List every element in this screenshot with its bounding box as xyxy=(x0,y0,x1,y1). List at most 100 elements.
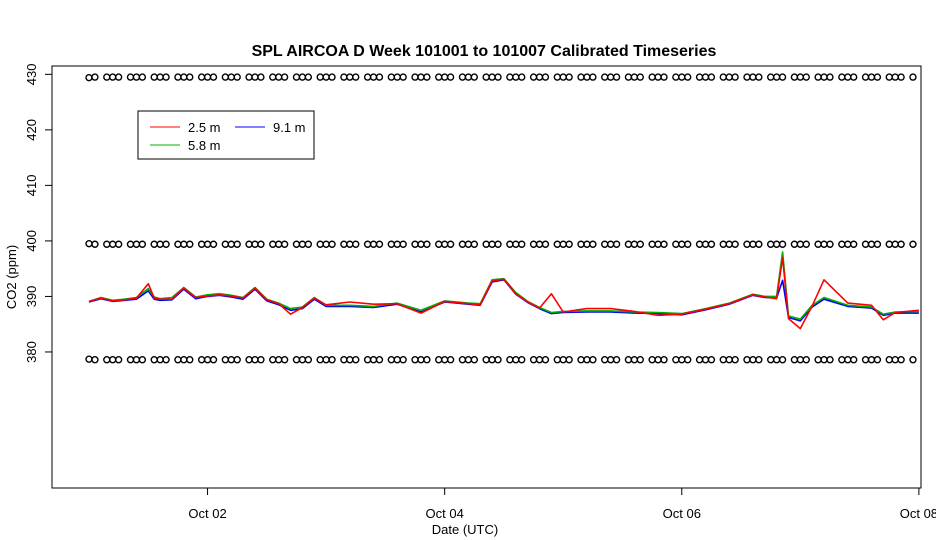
point-cal-380 xyxy=(369,356,378,364)
point-cal-430 xyxy=(766,73,775,81)
point-cal-380 xyxy=(897,356,905,364)
plot-frame xyxy=(51,65,922,489)
point-cal-430 xyxy=(512,73,520,81)
point-cal-400 xyxy=(233,240,241,248)
point-cal-400 xyxy=(695,240,704,248)
point-cal-400 xyxy=(541,240,550,248)
point-cal-430 xyxy=(867,73,876,81)
x-tick-label: Oct 06 xyxy=(663,506,701,521)
legend: 2.5 m 5.8 m 9.1 m xyxy=(137,110,315,160)
point-cal-430 xyxy=(488,73,496,81)
point-cal-380 xyxy=(138,356,147,364)
point-cal-400 xyxy=(304,240,313,248)
y-tick-label: 390 xyxy=(24,286,39,308)
point-cal-380 xyxy=(506,356,514,364)
point-cal-400 xyxy=(909,240,917,248)
legend-box xyxy=(137,110,315,160)
point-cal-380 xyxy=(316,356,324,364)
point-cal-400 xyxy=(755,240,763,248)
point-cal-430 xyxy=(114,73,123,81)
point-cal-400 xyxy=(245,240,253,248)
point-cal-400 xyxy=(766,240,775,248)
point-cal-400 xyxy=(731,240,739,248)
point-cal-380 xyxy=(440,356,449,364)
point-cal-430 xyxy=(363,73,372,81)
point-cal-380 xyxy=(464,356,473,364)
point-cal-430 xyxy=(684,73,692,81)
point-cal-400 xyxy=(446,240,455,248)
chart-title: SPL AIRCOA D Week 101001 to 101007 Calib… xyxy=(252,43,717,60)
point-cal-380 xyxy=(512,356,520,364)
point-cal-400 xyxy=(417,240,425,248)
point-cal-380 xyxy=(624,356,633,364)
point-cal-430 xyxy=(470,73,479,81)
point-cal-380 xyxy=(103,356,111,364)
point-cal-380 xyxy=(274,356,283,364)
point-cal-400 xyxy=(352,240,360,248)
point-cal-380 xyxy=(636,356,644,364)
point-cal-380 xyxy=(589,356,597,364)
point-cal-380 xyxy=(766,356,775,364)
point-cal-400 xyxy=(280,240,289,248)
point-cal-400 xyxy=(826,240,834,248)
point-cal-380 xyxy=(298,356,307,364)
point-cal-380 xyxy=(559,356,567,364)
point-cal-430 xyxy=(417,73,425,81)
point-cal-400 xyxy=(725,240,733,248)
point-cal-430 xyxy=(743,73,751,81)
point-cal-400 xyxy=(559,240,567,248)
point-cal-400 xyxy=(820,240,828,248)
point-cal-400 xyxy=(292,240,301,248)
point-cal-400 xyxy=(606,240,615,248)
point-cal-430 xyxy=(814,73,822,81)
point-cal-400 xyxy=(162,240,170,248)
point-cal-400 xyxy=(103,240,111,248)
point-cal-430 xyxy=(375,73,384,81)
point-cal-400 xyxy=(838,240,846,248)
point-cal-380 xyxy=(749,356,757,364)
point-cal-400 xyxy=(346,240,354,248)
point-cal-400 xyxy=(399,240,407,248)
point-cal-380 xyxy=(684,356,692,364)
point-cal-400 xyxy=(109,240,117,248)
point-cal-400 xyxy=(375,240,384,248)
point-cal-400 xyxy=(186,240,194,248)
x-axis: Oct 02 Oct 04 Oct 06 Oct 08 xyxy=(188,488,936,521)
point-cal-400 xyxy=(150,240,158,248)
point-cal-400 xyxy=(654,240,662,248)
point-cal-400 xyxy=(114,240,123,248)
point-cal-380 xyxy=(891,356,899,364)
point-cal-430 xyxy=(423,73,431,81)
point-cal-400 xyxy=(873,240,882,248)
point-cal-430 xyxy=(553,73,561,81)
point-cal-430 xyxy=(233,73,241,81)
point-cal-380 xyxy=(227,356,235,364)
point-cal-380 xyxy=(322,356,330,364)
point-cal-430 xyxy=(820,73,828,81)
point-cal-400 xyxy=(897,240,905,248)
point-cal-380 xyxy=(251,356,259,364)
legend-label-2-5m: 2.5 m xyxy=(188,120,221,135)
point-cal-430 xyxy=(695,73,704,81)
y-tick-label: 400 xyxy=(24,230,39,252)
point-cal-430 xyxy=(150,73,158,81)
point-cal-430 xyxy=(719,73,727,81)
point-cal-400 xyxy=(867,240,876,248)
point-cal-380 xyxy=(203,356,212,364)
point-cal-400 xyxy=(707,240,716,248)
point-cal-400 xyxy=(174,240,182,248)
point-cal-400 xyxy=(203,240,212,248)
point-cal-400 xyxy=(891,240,899,248)
point-cal-380 xyxy=(612,356,621,364)
point-cal-400 xyxy=(197,240,206,248)
point-cal-400 xyxy=(274,240,283,248)
point-cal-430 xyxy=(245,73,253,81)
point-cal-380 xyxy=(838,356,846,364)
point-cal-400 xyxy=(298,240,307,248)
point-cal-380 xyxy=(91,356,99,364)
series-lines xyxy=(88,251,919,330)
point-cal-400 xyxy=(269,240,277,248)
point-cal-400 xyxy=(589,240,597,248)
legend-label-9-1m: 9.1 m xyxy=(273,120,306,135)
series-line-5-8-m xyxy=(88,251,919,321)
